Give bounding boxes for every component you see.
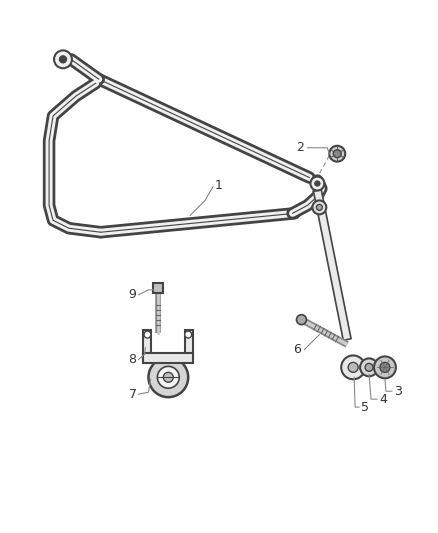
Circle shape <box>163 373 173 382</box>
Circle shape <box>297 314 307 325</box>
Circle shape <box>311 176 324 190</box>
Text: 6: 6 <box>293 343 301 356</box>
FancyBboxPatch shape <box>144 329 152 359</box>
Circle shape <box>157 366 179 388</box>
Circle shape <box>365 364 373 372</box>
Circle shape <box>185 331 192 338</box>
Text: 5: 5 <box>361 401 369 414</box>
Text: 8: 8 <box>128 353 137 366</box>
Text: 4: 4 <box>379 393 387 406</box>
Circle shape <box>316 204 322 211</box>
Circle shape <box>148 358 188 397</box>
FancyBboxPatch shape <box>144 353 193 364</box>
Circle shape <box>333 150 341 158</box>
FancyBboxPatch shape <box>153 283 163 293</box>
Circle shape <box>54 51 72 68</box>
Text: 2: 2 <box>297 141 304 154</box>
Circle shape <box>380 362 390 373</box>
Circle shape <box>374 357 396 378</box>
Text: 3: 3 <box>394 385 402 398</box>
Circle shape <box>329 146 345 161</box>
Circle shape <box>360 358 378 376</box>
Text: 1: 1 <box>215 179 223 192</box>
FancyBboxPatch shape <box>185 329 193 359</box>
Circle shape <box>315 181 320 186</box>
Circle shape <box>341 356 365 379</box>
Text: 7: 7 <box>128 387 137 401</box>
Text: 9: 9 <box>129 288 137 301</box>
Circle shape <box>348 362 358 373</box>
Circle shape <box>312 200 326 214</box>
Circle shape <box>60 56 67 63</box>
Circle shape <box>144 331 151 338</box>
Polygon shape <box>314 190 351 340</box>
